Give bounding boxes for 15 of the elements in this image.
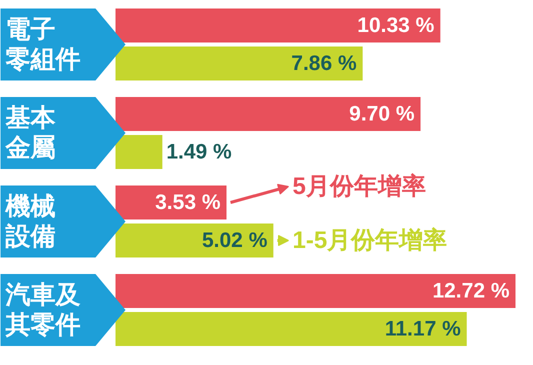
- y-tick-label: 電子零組件: [6, 16, 80, 74]
- data-label: 9.70 %: [349, 102, 415, 126]
- y-tick-label: 機械設備: [4, 192, 56, 250]
- legend-label: 5月份年增率: [292, 173, 426, 200]
- bar: [116, 135, 162, 169]
- y-tick-label: 基本金屬: [4, 104, 56, 162]
- data-label: 11.17 %: [384, 318, 462, 340]
- data-label: 10.33 %: [357, 14, 435, 37]
- data-label: 7.86 %: [291, 52, 357, 75]
- data-label: 3.53 %: [155, 191, 221, 214]
- legend-label: 1-5月份年增率: [292, 227, 448, 254]
- data-label: 5.02 %: [202, 229, 268, 252]
- data-label: 12.72 %: [432, 280, 510, 302]
- y-tick-label: 汽車及其零件: [4, 281, 80, 339]
- data-label: 1.49 %: [166, 140, 232, 164]
